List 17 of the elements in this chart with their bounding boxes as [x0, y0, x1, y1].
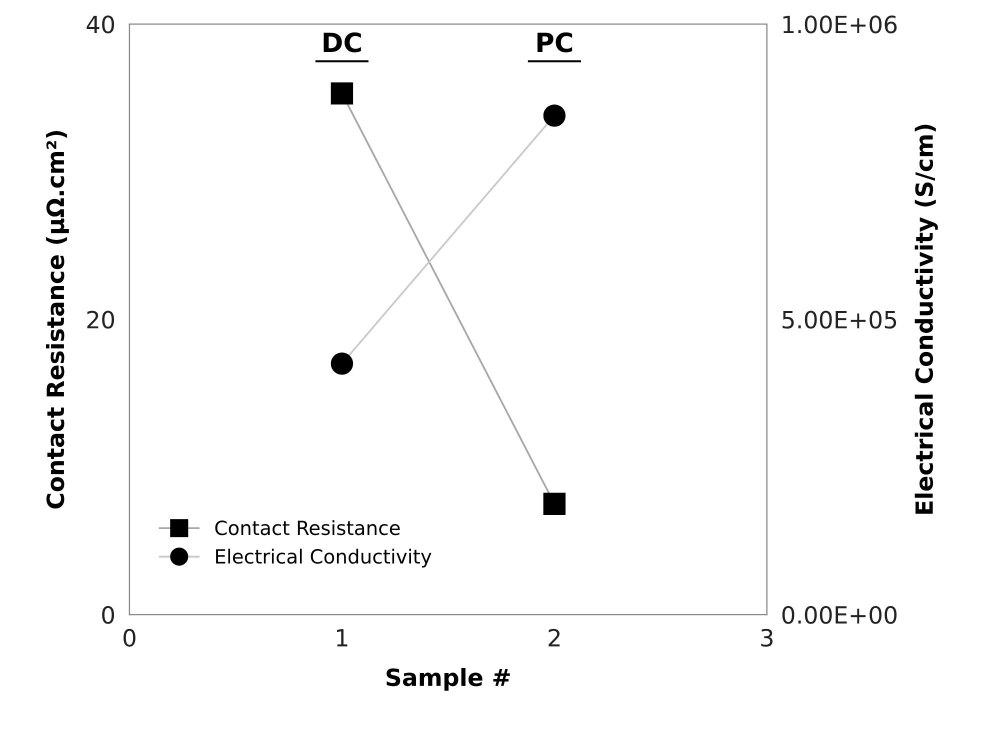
x-tick-label: 0: [124, 628, 136, 647]
y-axis-title: Contact Resistance (μΩ.cm²): [46, 130, 69, 508]
y2-tick-label: 0.00E+00: [782, 606, 897, 624]
y-tick-label: 20: [87, 310, 114, 329]
x-axis-title: Sample #: [386, 668, 510, 691]
y2-tick-label: 1.00E+06: [783, 16, 897, 34]
y2-axis-title: Electrical Conductivity (S/cm): [914, 124, 938, 514]
x-tick-label: 3: [761, 628, 773, 647]
legend-label: Electrical Conductivity: [216, 548, 432, 568]
annotation: PC: [538, 32, 572, 52]
x-tick-label: 1: [337, 629, 348, 646]
y-tick-label: 40: [86, 16, 114, 34]
y-tick-label: 0: [102, 606, 114, 624]
legend-label: Contact Resistance: [215, 520, 400, 536]
x-tick-label: 2: [548, 628, 560, 646]
annotation: DC: [324, 32, 361, 52]
y2-tick-label: 5.00E+05: [782, 310, 896, 329]
